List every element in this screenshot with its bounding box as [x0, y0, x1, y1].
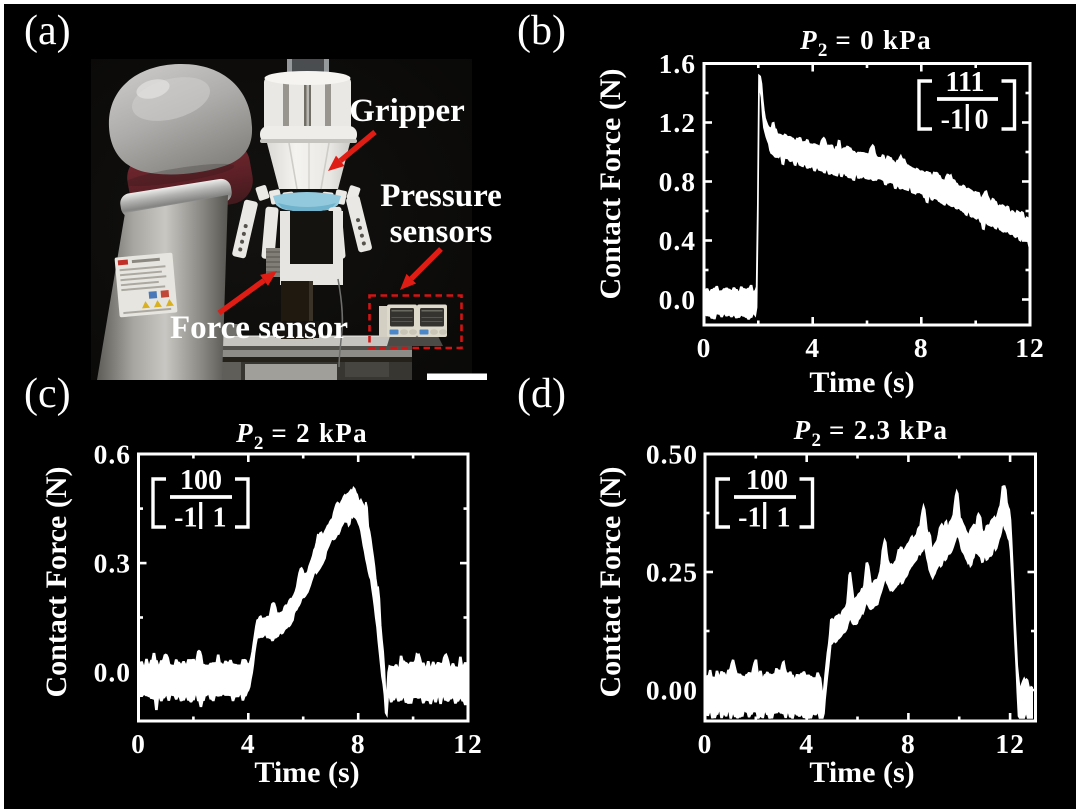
svg-text:0.0: 0.0 — [659, 284, 696, 315]
svg-text:100: 100 — [180, 465, 222, 496]
svg-text:(b): (b) — [517, 8, 566, 54]
svg-text:Contact Force (N): Contact Force (N) — [594, 68, 627, 299]
svg-text:0: 0 — [698, 728, 713, 759]
svg-text:1.2: 1.2 — [659, 107, 696, 138]
svg-text:P2 = 0 kPa: P2 = 0 kPa — [799, 25, 932, 61]
svg-text:P2 = 2 kPa: P2 = 2 kPa — [235, 418, 368, 454]
svg-text:12: 12 — [1015, 332, 1045, 363]
svg-text:8: 8 — [914, 332, 929, 363]
svg-text:Contact Force (N): Contact Force (N) — [594, 466, 627, 697]
svg-text:Pressure: Pressure — [380, 178, 502, 214]
svg-text:0.0: 0.0 — [94, 657, 131, 688]
svg-text:-1: -1 — [941, 105, 964, 136]
svg-text:12: 12 — [995, 728, 1025, 759]
svg-text:0.6: 0.6 — [94, 439, 131, 470]
svg-text:0.00: 0.00 — [646, 675, 698, 706]
svg-text:(c): (c) — [24, 371, 71, 417]
svg-text:1: 1 — [213, 503, 227, 534]
svg-text:Force sensor: Force sensor — [170, 310, 348, 346]
svg-text:Time (s): Time (s) — [809, 366, 914, 399]
svg-text:111: 111 — [946, 67, 985, 98]
svg-text:0: 0 — [975, 105, 989, 136]
svg-text:sensors: sensors — [390, 214, 493, 250]
svg-text:0.50: 0.50 — [646, 439, 698, 470]
svg-text:Contact Force (N): Contact Force (N) — [40, 466, 73, 697]
svg-text:0.25: 0.25 — [646, 557, 698, 588]
svg-text:0: 0 — [697, 332, 712, 363]
svg-text:8: 8 — [901, 728, 916, 759]
svg-text:Time (s): Time (s) — [254, 756, 359, 789]
svg-text:4: 4 — [799, 728, 814, 759]
svg-text:1: 1 — [777, 503, 791, 534]
svg-text:(a): (a) — [24, 8, 71, 54]
svg-text:12: 12 — [453, 728, 483, 759]
svg-text:0.4: 0.4 — [659, 225, 696, 256]
svg-text:P2 = 2.3 kPa: P2 = 2.3 kPa — [793, 415, 949, 451]
svg-text:4: 4 — [241, 728, 256, 759]
svg-text:4: 4 — [805, 332, 820, 363]
svg-text:0.8: 0.8 — [659, 166, 696, 197]
svg-text:8: 8 — [351, 728, 366, 759]
svg-text:-1: -1 — [174, 503, 197, 534]
svg-text:100: 100 — [746, 465, 788, 496]
svg-text:(d): (d) — [517, 371, 566, 417]
svg-text:-1: -1 — [738, 503, 761, 534]
svg-text:1.6: 1.6 — [659, 48, 696, 79]
svg-text:Gripper: Gripper — [349, 93, 464, 129]
svg-text:0: 0 — [131, 728, 146, 759]
svg-text:Time (s): Time (s) — [809, 756, 914, 789]
svg-text:0.3: 0.3 — [94, 548, 131, 579]
